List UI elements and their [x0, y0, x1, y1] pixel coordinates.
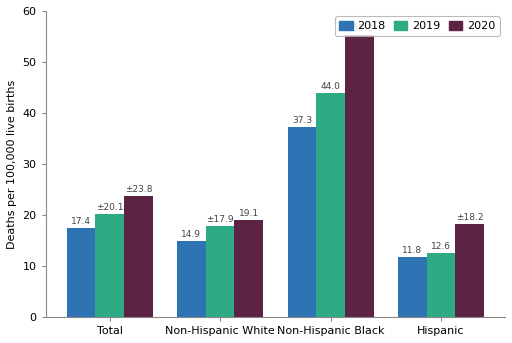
- Text: 11.8: 11.8: [402, 246, 422, 255]
- Text: 17.4: 17.4: [71, 217, 91, 226]
- Bar: [426, 253, 456, 317]
- Bar: [206, 226, 234, 317]
- Bar: [67, 228, 95, 317]
- Bar: [316, 93, 345, 317]
- Bar: [124, 196, 153, 317]
- Text: ±55.3: ±55.3: [346, 24, 373, 33]
- Bar: [345, 35, 374, 317]
- Legend: 2018, 2019, 2020: 2018, 2019, 2020: [335, 16, 500, 36]
- Bar: [177, 241, 206, 317]
- Text: 19.1: 19.1: [239, 209, 259, 217]
- Text: ±18.2: ±18.2: [456, 213, 483, 222]
- Bar: [456, 224, 484, 317]
- Bar: [95, 214, 124, 317]
- Text: ±17.9: ±17.9: [206, 215, 234, 224]
- Text: 12.6: 12.6: [431, 242, 451, 251]
- Text: ±20.1: ±20.1: [96, 203, 123, 212]
- Y-axis label: Deaths per 100,000 live births: Deaths per 100,000 live births: [7, 79, 17, 249]
- Bar: [398, 257, 426, 317]
- Bar: [234, 220, 263, 317]
- Text: 37.3: 37.3: [292, 116, 312, 125]
- Text: ±23.8: ±23.8: [124, 185, 152, 193]
- Text: 44.0: 44.0: [321, 82, 340, 91]
- Bar: [288, 127, 316, 317]
- Text: 14.9: 14.9: [181, 230, 201, 239]
